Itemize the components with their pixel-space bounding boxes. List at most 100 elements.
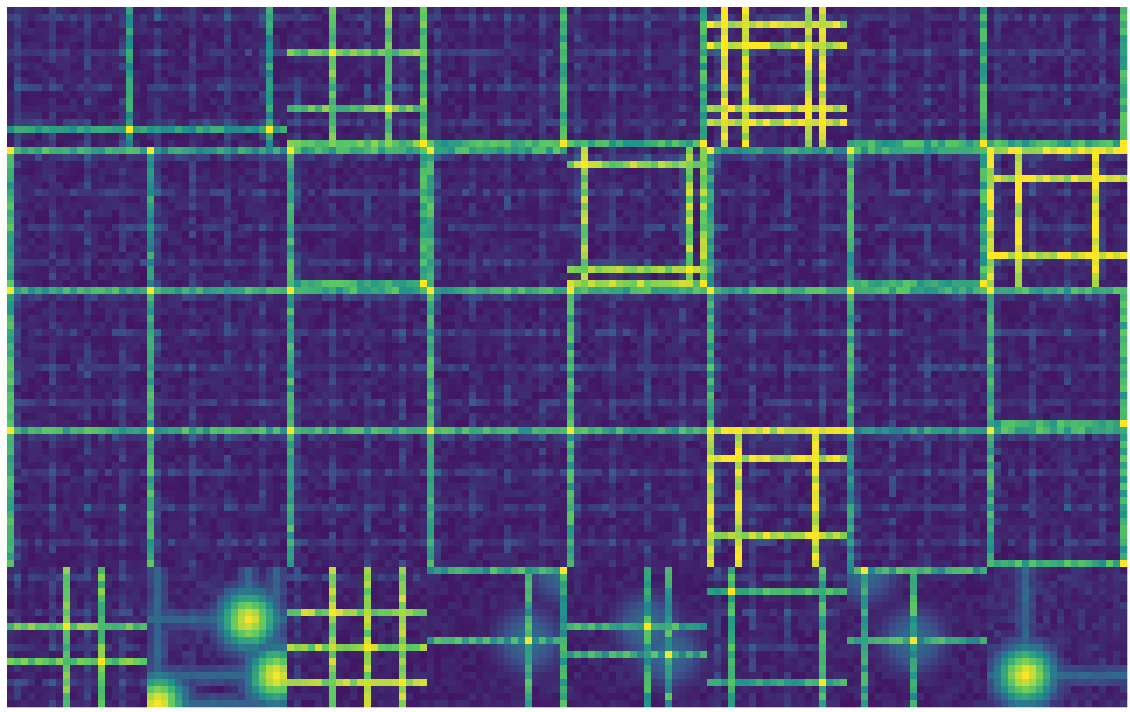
heatmap-cell [427, 224, 435, 232]
heatmap-cell [126, 245, 134, 253]
heatmap-cell [91, 70, 99, 78]
heatmap-cell [378, 203, 386, 211]
heatmap-cell [266, 42, 274, 50]
heatmap-cell [427, 154, 435, 162]
heatmap-cell [777, 140, 785, 148]
heatmap-cell [924, 84, 932, 92]
heatmap-cell [700, 21, 708, 29]
heatmap-cell [350, 182, 358, 190]
heatmap-cell [301, 189, 309, 197]
heatmap-cell [287, 133, 295, 141]
heatmap-cell [1078, 133, 1086, 141]
heatmap-cell [182, 175, 190, 183]
heatmap-cell [546, 259, 554, 267]
heatmap-cell [455, 119, 463, 127]
heatmap-cell [322, 189, 330, 197]
heatmap-cell [7, 70, 15, 78]
heatmap-cell [455, 266, 463, 274]
heatmap-cell [791, 91, 799, 99]
heatmap-cell [308, 245, 316, 253]
heatmap-cell [938, 112, 946, 120]
heatmap-cell [42, 252, 50, 260]
heatmap-cell [133, 147, 141, 155]
heatmap-cell [658, 147, 666, 155]
heatmap-cell [441, 280, 449, 288]
heatmap-cell [287, 119, 295, 127]
heatmap-cell [287, 7, 295, 15]
heatmap-cell [1001, 42, 1009, 50]
heatmap-cell [49, 133, 57, 141]
heatmap-cell [1113, 70, 1121, 78]
heatmap-cell [210, 119, 218, 127]
heatmap-cell [154, 105, 162, 113]
heatmap-cell [273, 273, 281, 281]
heatmap-cell [217, 35, 225, 43]
heatmap-cell [161, 42, 169, 50]
heatmap-cell [455, 91, 463, 99]
heatmap-cell [154, 273, 162, 281]
heatmap-cell [1036, 112, 1044, 120]
heatmap-cell [56, 133, 64, 141]
heatmap-cell [994, 133, 1002, 141]
heatmap-cell [203, 280, 211, 288]
heatmap-cell [679, 70, 687, 78]
heatmap-cell [70, 210, 78, 218]
heatmap-cell [889, 28, 897, 36]
heatmap-cell [644, 7, 652, 15]
heatmap-cell [973, 112, 981, 120]
heatmap-cell [644, 35, 652, 43]
heatmap-cell [840, 42, 848, 50]
heatmap-cell [84, 28, 92, 36]
heatmap-cell [70, 98, 78, 106]
heatmap-cell [567, 189, 575, 197]
heatmap-cell [917, 84, 925, 92]
heatmap-cell [448, 42, 456, 50]
heatmap-cell [1085, 21, 1093, 29]
heatmap-cell [462, 210, 470, 218]
heatmap-cell [91, 63, 99, 71]
heatmap-cell [518, 217, 526, 225]
heatmap-cell [14, 56, 22, 64]
heatmap-cell [448, 70, 456, 78]
heatmap-cell [35, 280, 43, 288]
heatmap-cell [105, 224, 113, 232]
heatmap-cell [889, 56, 897, 64]
heatmap-cell [245, 105, 253, 113]
heatmap-cell [938, 91, 946, 99]
heatmap-cell [483, 14, 491, 22]
heatmap-cell [588, 98, 596, 106]
heatmap-cell [70, 245, 78, 253]
heatmap-cell [231, 182, 239, 190]
heatmap-cell [987, 14, 995, 22]
heatmap-cell [49, 210, 57, 218]
heatmap-cell [252, 91, 260, 99]
heatmap-cell [371, 217, 379, 225]
heatmap-cell [812, 84, 820, 92]
heatmap-cell [714, 42, 722, 50]
heatmap-cell [518, 203, 526, 211]
heatmap-cell [749, 28, 757, 36]
heatmap-cell [616, 56, 624, 64]
heatmap-cell [686, 14, 694, 22]
heatmap-cell [882, 7, 890, 15]
heatmap-cell [616, 168, 624, 176]
heatmap-cell [147, 112, 155, 120]
heatmap-cell [994, 105, 1002, 113]
heatmap-cell [609, 105, 617, 113]
heatmap-cell [133, 42, 141, 50]
heatmap-cell [532, 245, 540, 253]
heatmap-cell [140, 196, 148, 204]
heatmap-cell [126, 63, 134, 71]
heatmap-cell [735, 112, 743, 120]
heatmap-cell [392, 98, 400, 106]
heatmap-cell [7, 189, 15, 197]
heatmap-cell [245, 56, 253, 64]
heatmap-cell [343, 175, 351, 183]
heatmap-cell [35, 56, 43, 64]
heatmap-cell [77, 231, 85, 239]
heatmap-cell [651, 154, 659, 162]
heatmap-cell [868, 42, 876, 50]
heatmap-cell [973, 91, 981, 99]
heatmap-cell [91, 98, 99, 106]
heatmap-cell [546, 42, 554, 50]
